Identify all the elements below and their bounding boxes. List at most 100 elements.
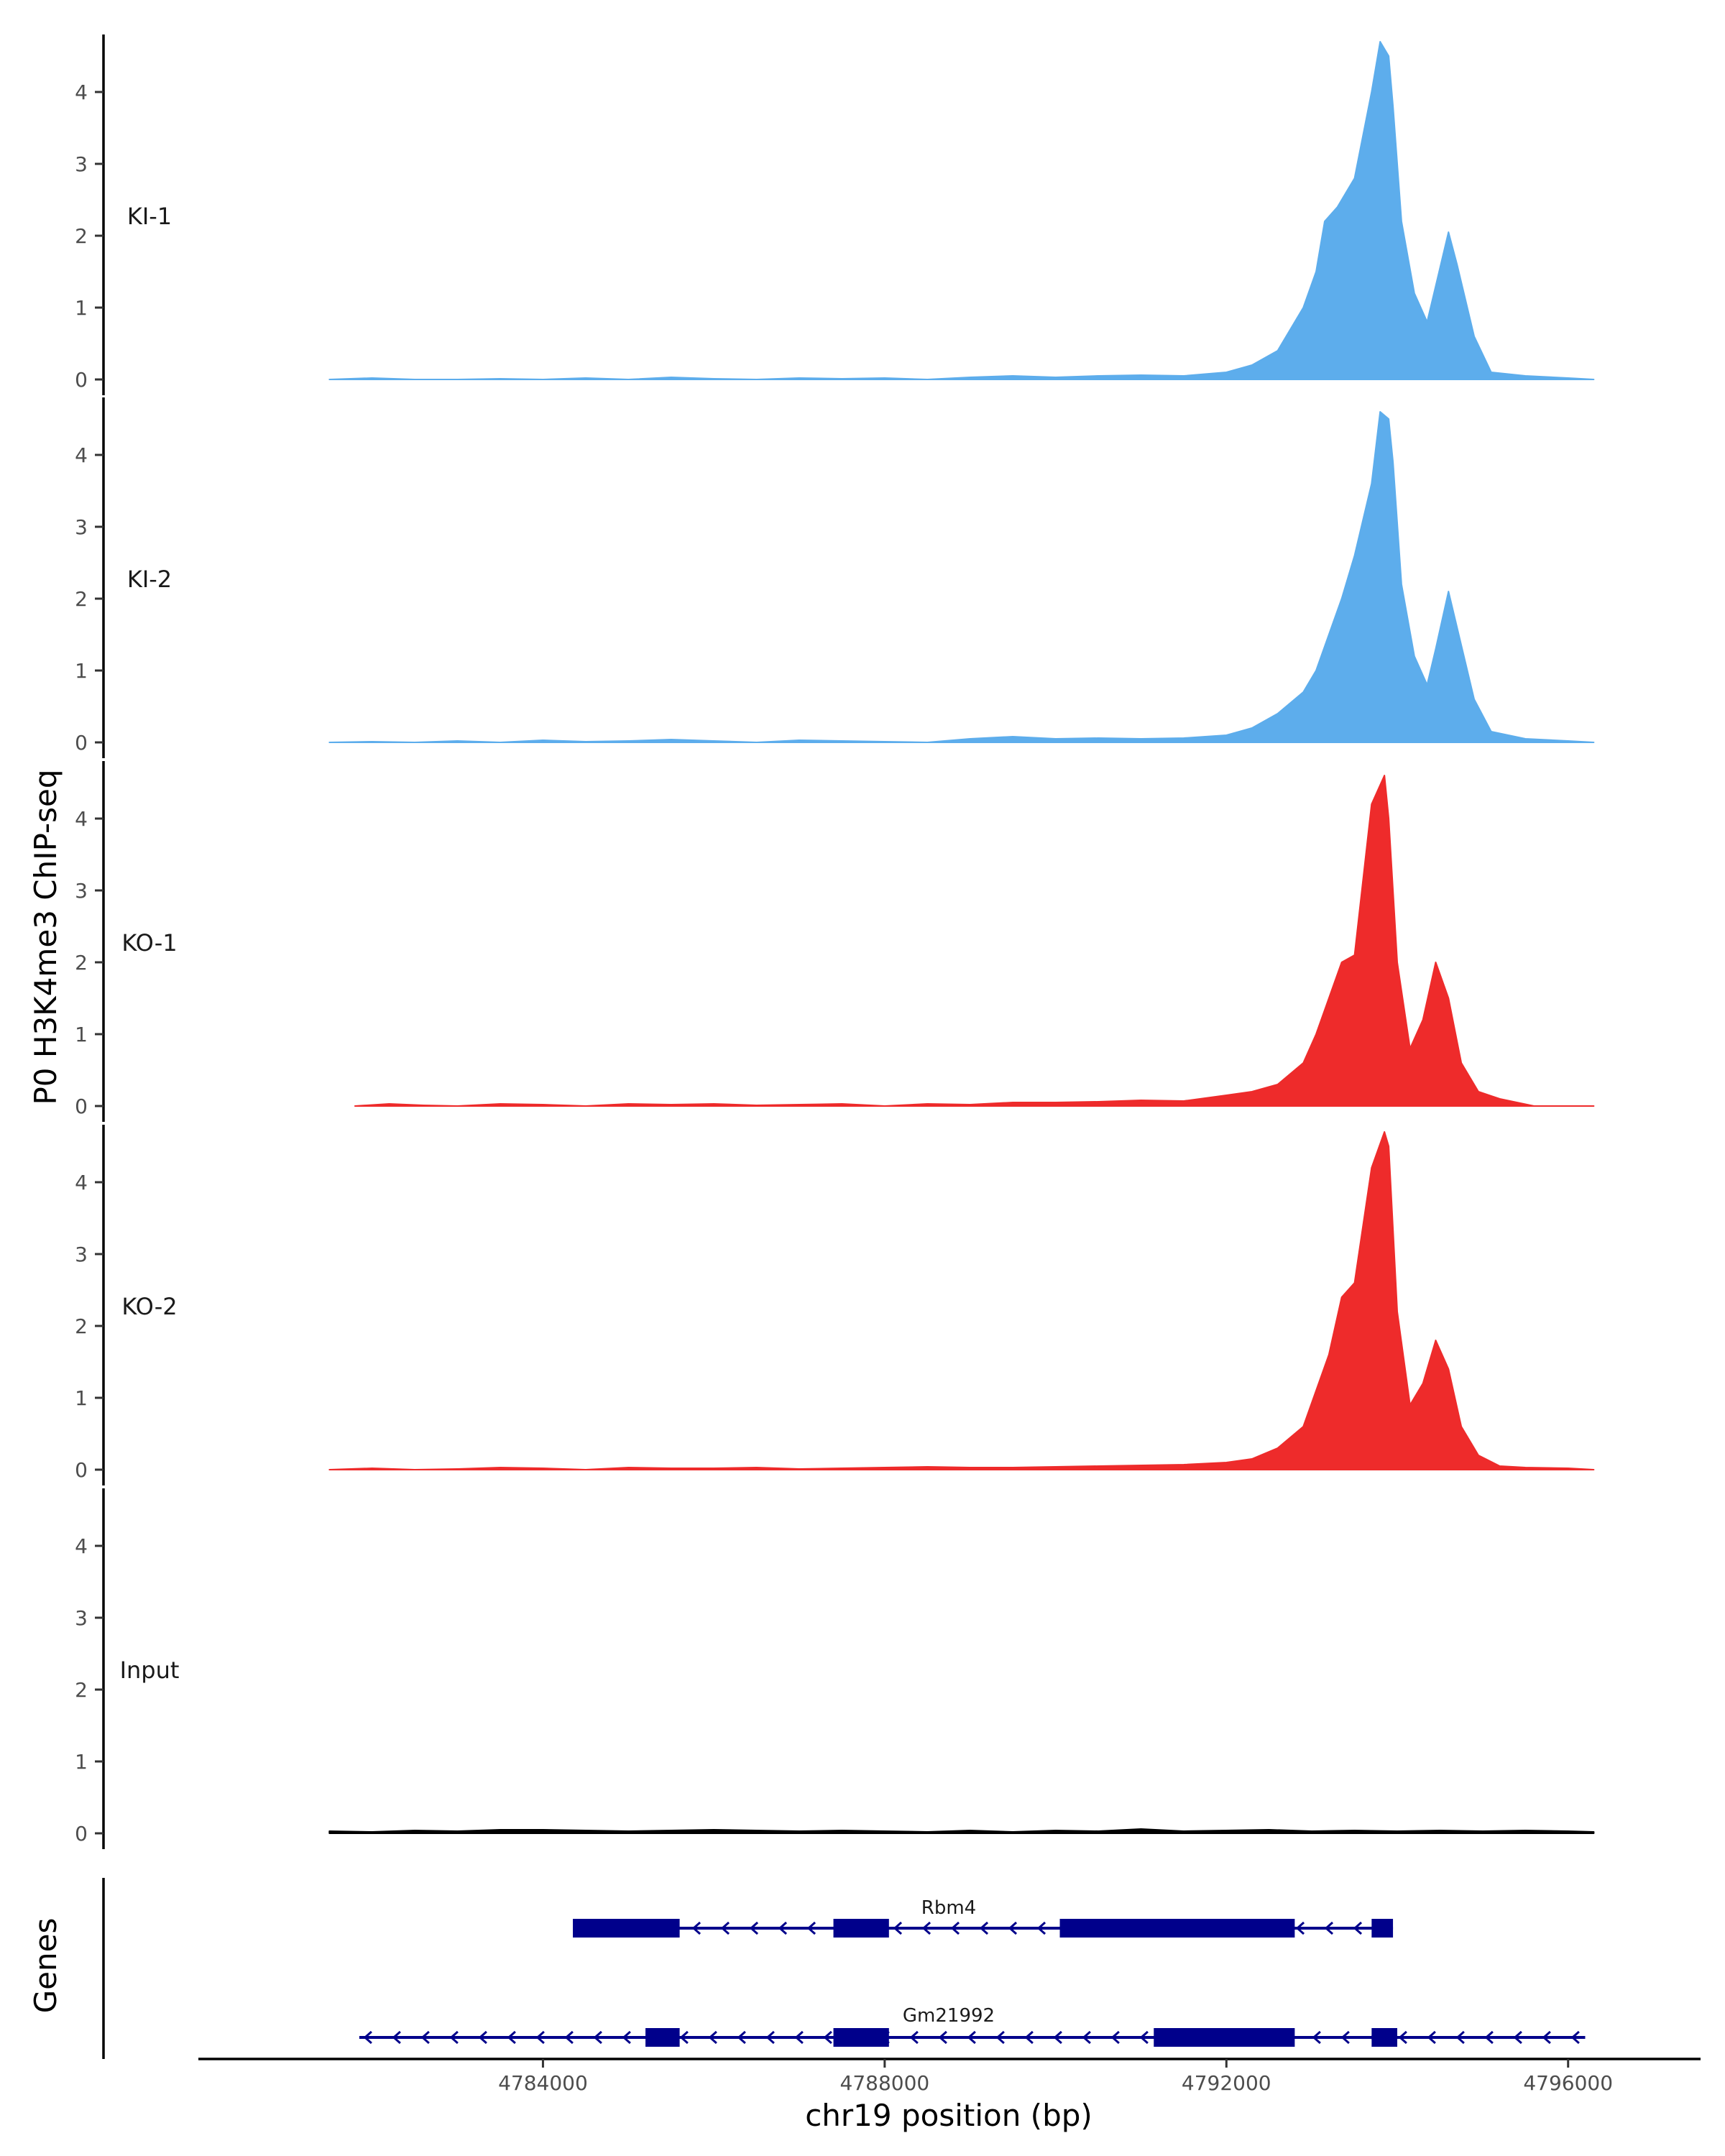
strand-arrow [1427, 2030, 1436, 2045]
strand-arrow [749, 1921, 759, 1935]
y-tick-label: 3 [75, 1606, 88, 1630]
y-tick-label: 1 [75, 1386, 88, 1410]
y-tick-label: 0 [75, 731, 88, 755]
genes-track: Rbm4 Gm21992 [102, 1878, 1586, 2059]
strand-arrow [950, 1921, 960, 1935]
y-tick-label: 1 [75, 296, 88, 320]
gene-gm21992: Gm21992 [359, 2005, 1586, 2047]
strand-arrow [1484, 2030, 1494, 2045]
y-tick-label: 0 [75, 1822, 88, 1846]
strand-arrow [1340, 2030, 1350, 2045]
y-tick-label: 3 [75, 152, 88, 176]
strand-arrow [967, 2030, 976, 2045]
strand-arrow [449, 2030, 459, 2045]
strand-arrow [1398, 2030, 1407, 2045]
strand-arrow [478, 2030, 487, 2045]
x-tick-label: 4792000 [1182, 2071, 1271, 2095]
strand-arrow [1024, 2030, 1034, 2045]
signal-area-ki-1 [328, 41, 1595, 380]
strand-arrow [938, 2030, 947, 2045]
strand-arrow [995, 2030, 1005, 2045]
strand-arrow [691, 1921, 702, 1935]
strand-arrow [1053, 2030, 1062, 2045]
y-tick-label: 3 [75, 879, 88, 903]
signal-area-ki-2 [328, 411, 1595, 743]
track-ki-1: 0 1 2 3 4 KI-1 [75, 34, 1595, 395]
y-tick-label: 2 [75, 1314, 88, 1338]
strand-arrow [1082, 2030, 1091, 2045]
strand-arrow [679, 2030, 689, 2045]
strand-arrow [507, 2030, 516, 2045]
strand-arrow [593, 2030, 602, 2045]
strand-arrow [1542, 2030, 1551, 2045]
strand-arrow [708, 2030, 717, 2045]
strand-arrow [1110, 2030, 1120, 2045]
y-tick-label: 4 [75, 807, 88, 831]
exon-block [1154, 2028, 1295, 2047]
gene-label: Rbm4 [921, 1897, 976, 1919]
x-axis: 4784000 4788000 4792000 4796000 [198, 2058, 1701, 2095]
track-input: 0 1 2 3 4 Input [75, 1488, 1595, 1849]
gene-rbm4: Rbm4 [573, 1897, 1394, 1938]
strand-arrow [1312, 2030, 1321, 2045]
strand-arrow [806, 1921, 816, 1935]
track-ko-2: 0 1 2 3 4 KO-2 [75, 1125, 1595, 1485]
x-tick-label: 4788000 [840, 2071, 930, 2095]
strand-arrow [1455, 2030, 1465, 2045]
exon-block [833, 2028, 889, 2047]
strand-arrow [893, 1921, 903, 1935]
strand-arrow [1324, 1921, 1334, 1935]
exon-block [573, 1919, 680, 1938]
strand-arrow [564, 2030, 574, 2045]
exon-block [833, 1919, 889, 1938]
strand-arrow [1353, 1921, 1363, 1935]
strand-arrow [392, 2030, 401, 2045]
strand-arrow [720, 1921, 730, 1935]
signal-area-input [328, 1828, 1595, 1834]
exon-block [1371, 2028, 1397, 2047]
y-tick-label: 1 [75, 1750, 88, 1774]
exon-block [1371, 1919, 1394, 1938]
x-axis-title: chr19 position (bp) [805, 2098, 1092, 2133]
y-tick-label: 0 [75, 1095, 88, 1118]
strand-arrow [535, 2030, 545, 2045]
y-tick-label: 2 [75, 951, 88, 975]
y-tick-label: 4 [75, 443, 88, 467]
strand-arrow [363, 2030, 372, 2045]
strand-arrow [1513, 2030, 1522, 2045]
strand-arrow [909, 2030, 919, 2045]
x-tick-label: 4784000 [498, 2071, 588, 2095]
signal-tracks: 0 1 2 3 4 KI-1 0 1 2 3 4 KI-2 0 1 2 3 4 KO-1 0 1 2 3 4 KO-2 0 1 2 3… [75, 34, 1595, 1849]
y-tick-label: 3 [75, 515, 88, 539]
signal-area-ko-1 [354, 775, 1595, 1107]
x-tick-label: 4796000 [1523, 2071, 1613, 2095]
strand-arrow [979, 1921, 989, 1935]
strand-arrow [622, 2030, 631, 2045]
track-ko-1: 0 1 2 3 4 KO-1 [75, 761, 1595, 1122]
strand-arrow [420, 2030, 430, 2045]
gene-label: Gm21992 [903, 2005, 995, 2027]
y-tick-label: 4 [75, 1534, 88, 1558]
track-ki-2: 0 1 2 3 4 KI-2 [75, 397, 1595, 758]
y-tick-label: 2 [75, 587, 88, 611]
signal-area-ko-2 [328, 1131, 1595, 1470]
track-label: KI-1 [127, 203, 172, 230]
strand-arrow [921, 1921, 932, 1935]
strand-arrow [778, 1921, 788, 1935]
track-label: KO-1 [121, 929, 177, 957]
y-axis-title: P0 H3K4me3 ChIP-seq [28, 769, 63, 1105]
exon-block [645, 2028, 680, 2047]
y-tick-label: 4 [75, 80, 88, 104]
exon-block [1059, 1919, 1295, 1938]
strand-arrow [765, 2030, 775, 2045]
strand-arrow [1008, 1921, 1018, 1935]
strand-arrow [1570, 2030, 1580, 2045]
strand-arrow [794, 2030, 804, 2045]
y-tick-label: 3 [75, 1243, 88, 1266]
track-label: KO-2 [121, 1293, 177, 1320]
strand-arrow [737, 2030, 746, 2045]
track-label: KI-2 [127, 566, 172, 593]
y-tick-label: 2 [75, 1678, 88, 1702]
y-tick-label: 0 [75, 368, 88, 392]
